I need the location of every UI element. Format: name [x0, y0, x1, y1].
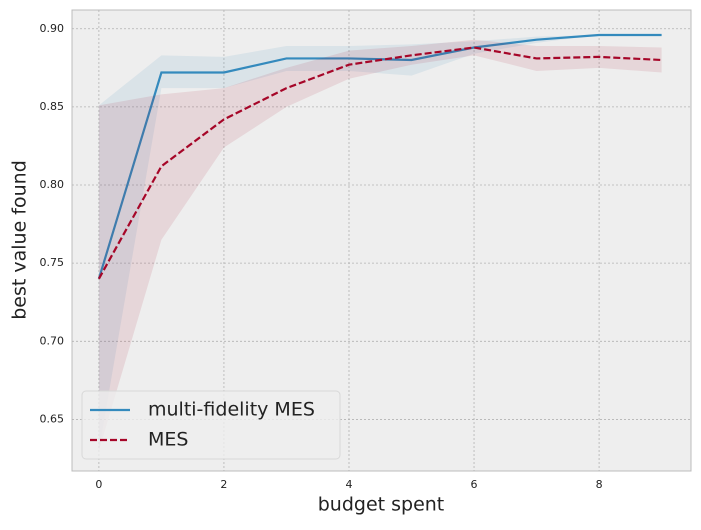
y-axis-label: best value found [9, 160, 31, 320]
legend-label: multi-fidelity MES [148, 399, 315, 421]
y-tick-label: 0.70 [40, 334, 65, 347]
confidence-band [98, 35, 662, 451]
x-tick-label: 6 [471, 478, 478, 491]
legend-box [81, 390, 341, 460]
y-tick-label: 0.80 [40, 178, 65, 191]
x-tick-label: 2 [220, 478, 227, 491]
legend-label: MES [148, 429, 188, 451]
y-tick-label: 0.75 [40, 256, 65, 269]
y-tick-label: 0.65 [40, 412, 65, 425]
y-tick-label: 0.85 [40, 100, 65, 113]
line [97, 46, 662, 280]
x-tick-label: 4 [345, 478, 352, 491]
x-tick-label: 0 [95, 478, 102, 491]
y-tick-label: 0.90 [40, 22, 65, 35]
x-tick-label: 8 [596, 478, 603, 491]
x-axis-label: budget spent [318, 494, 445, 516]
